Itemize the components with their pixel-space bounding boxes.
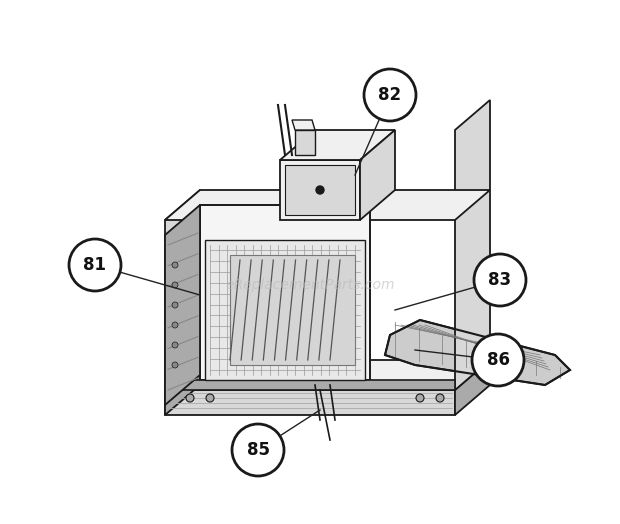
Polygon shape <box>165 380 455 390</box>
Circle shape <box>172 282 178 288</box>
Circle shape <box>172 262 178 268</box>
Circle shape <box>364 69 416 121</box>
Polygon shape <box>200 205 370 380</box>
Circle shape <box>172 302 178 308</box>
Polygon shape <box>280 160 360 220</box>
Circle shape <box>186 394 194 402</box>
Polygon shape <box>165 360 490 390</box>
Text: 81: 81 <box>84 256 107 274</box>
Circle shape <box>172 362 178 368</box>
Polygon shape <box>165 205 200 405</box>
Circle shape <box>436 394 444 402</box>
Circle shape <box>416 394 424 402</box>
Circle shape <box>472 334 524 386</box>
Circle shape <box>316 186 324 194</box>
Polygon shape <box>292 120 315 130</box>
Polygon shape <box>165 190 490 220</box>
Circle shape <box>172 342 178 348</box>
Circle shape <box>474 254 526 306</box>
Polygon shape <box>165 390 455 415</box>
Text: 83: 83 <box>489 271 511 289</box>
Polygon shape <box>285 165 355 215</box>
Text: 86: 86 <box>487 351 510 369</box>
Polygon shape <box>165 360 200 415</box>
Polygon shape <box>280 130 395 160</box>
Polygon shape <box>165 190 200 390</box>
Text: 82: 82 <box>378 86 402 104</box>
Polygon shape <box>205 240 365 380</box>
Circle shape <box>206 394 214 402</box>
Polygon shape <box>455 360 490 415</box>
Text: 85: 85 <box>247 441 270 459</box>
Polygon shape <box>385 320 570 385</box>
Polygon shape <box>295 130 315 155</box>
Circle shape <box>69 239 121 291</box>
Text: eReplacementParts.com: eReplacementParts.com <box>225 278 395 292</box>
Polygon shape <box>455 100 490 390</box>
Circle shape <box>232 424 284 476</box>
Polygon shape <box>230 255 355 365</box>
Polygon shape <box>360 130 395 220</box>
Circle shape <box>172 322 178 328</box>
